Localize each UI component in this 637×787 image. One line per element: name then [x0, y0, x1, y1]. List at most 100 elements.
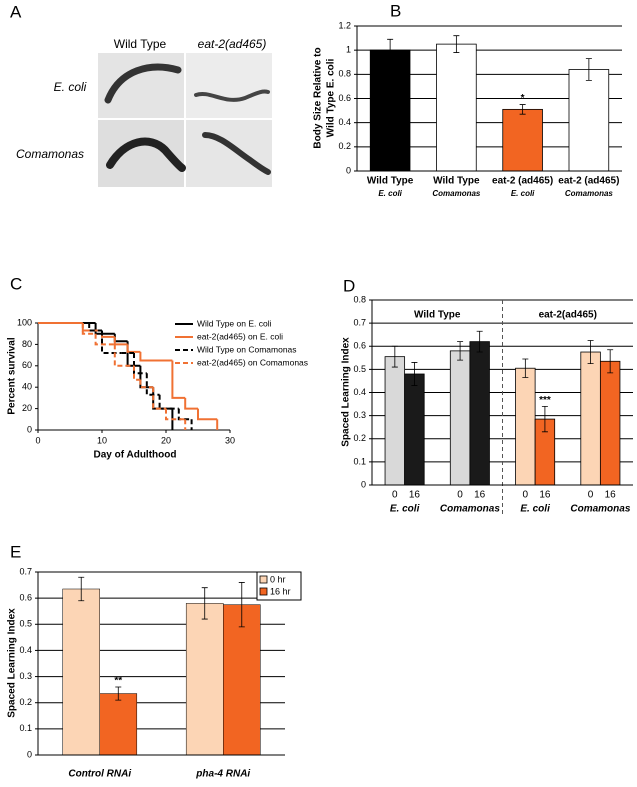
row-header: Comamonas — [16, 147, 84, 161]
bar — [62, 588, 100, 756]
chart-panel: D Spaced Learning Index 0 0.1 0.2 0.3 0.4 0.5 0.… — [341, 276, 633, 515]
section-label: eat-2(ad465) — [539, 310, 597, 321]
y-tick-label: 0.1 — [19, 723, 32, 733]
significance-label: ** — [114, 676, 122, 687]
panel-letter: C — [10, 274, 22, 293]
panel-a: A Wild Type eat-2(ad465) E. coli Comamon… — [10, 2, 272, 187]
worm — [202, 132, 271, 175]
survival-step — [152, 387, 173, 410]
legend-label: eat-2(ad465) on E. coli — [197, 331, 283, 341]
error-bar — [201, 587, 208, 620]
panel-letter: A — [10, 2, 22, 21]
bar — [369, 49, 411, 172]
survival-step — [113, 333, 128, 343]
survival-step — [94, 333, 115, 346]
survival-step — [133, 352, 147, 375]
y-tick-label: 0.4 — [353, 387, 366, 397]
legend-label: eat-2(ad465) on Comamonas — [197, 357, 308, 367]
error-bar — [607, 349, 614, 374]
x-tick-label: Control RNAi — [68, 769, 131, 780]
bar — [223, 604, 261, 756]
bar — [449, 350, 471, 486]
x-axis-label: Day of Adulthood — [94, 450, 177, 461]
error-bar — [522, 358, 529, 378]
y-tick-label: 0.3 — [353, 410, 366, 420]
x-tick-label: pha-4 RNAi — [195, 769, 250, 780]
x-tick-label: 30 — [225, 435, 235, 445]
legend-label: Wild Type on E. coli — [197, 318, 272, 328]
section-label: Wild Type — [414, 310, 461, 321]
error-bar — [519, 104, 526, 115]
y-tick-label: 100 — [17, 317, 32, 327]
x-tick-label: 0 — [457, 490, 463, 501]
bar — [515, 367, 536, 486]
worm — [194, 89, 270, 102]
survival-step — [94, 323, 115, 335]
panel-letter: B — [390, 1, 401, 20]
error-bar — [238, 582, 245, 628]
y-tick-label: 0.5 — [19, 619, 32, 629]
bar — [469, 341, 490, 486]
survival-step — [165, 408, 186, 421]
bar — [568, 69, 610, 172]
chart-panel: E Spaced Learning Index 0 0.1 0.2 0.3 0.4 0.5 0.… — [7, 542, 302, 780]
y-tick-label: 40 — [22, 382, 32, 392]
y-tick-label: 0.4 — [19, 645, 32, 655]
column-header: eat-2(ad465) — [198, 37, 267, 51]
error-bar — [476, 330, 483, 353]
y-tick-label: 0.6 — [19, 593, 32, 603]
error-bar — [391, 345, 398, 368]
bar — [404, 373, 425, 486]
bar — [580, 351, 601, 486]
survival-step — [171, 360, 186, 399]
survival-step — [88, 323, 102, 332]
panel-letter: D — [343, 276, 355, 295]
x-subcategory-label: Comamonas — [432, 189, 481, 198]
x-tick-label: 16 — [539, 490, 551, 501]
bar — [185, 603, 224, 756]
x-tick-label: 16 — [409, 490, 421, 501]
y-axis-label: Percent survival — [7, 337, 18, 414]
survival-step — [113, 344, 134, 367]
worm — [106, 137, 186, 172]
x-subcategory-label: E. coli — [378, 189, 402, 198]
survival-step — [81, 323, 96, 335]
error-bar — [387, 38, 394, 62]
survival-step — [139, 351, 173, 362]
x-tick-label: 0 — [392, 490, 398, 501]
survival-step — [184, 397, 198, 410]
error-bar — [115, 686, 122, 701]
worm — [104, 63, 182, 104]
legend-swatch — [259, 575, 268, 584]
row-header: E. coli — [54, 80, 87, 94]
x-tick-label: 10 — [97, 435, 107, 445]
y-tick-label: 80 — [22, 339, 32, 349]
x-tick-label: 20 — [161, 435, 171, 445]
y-tick-label: 0.7 — [353, 318, 366, 328]
legend-label: 16 hr — [270, 586, 291, 596]
error-bar — [585, 58, 592, 81]
y-tick-label: 0.6 — [353, 341, 366, 351]
legend-label: 0 hr — [270, 574, 286, 584]
y-tick-label: 0.7 — [19, 566, 32, 576]
x-tick-label: 0 — [523, 490, 529, 501]
y-axis-label: Spaced Learning Index — [7, 608, 18, 718]
survival-step — [177, 408, 192, 421]
bar — [502, 108, 543, 172]
chart-panel: C Percent survival 0 20 40 60 80 100 0 10 20 30 Day … — [7, 274, 308, 460]
panel-letter: E — [10, 542, 21, 561]
y-tick-label: 0 — [27, 749, 32, 759]
x-subcategory-label: Comamonas — [565, 189, 614, 198]
survival-step — [81, 323, 102, 332]
y-tick-label: 0.5 — [353, 364, 366, 374]
y-tick-label: 1.2 — [338, 20, 351, 30]
bar — [99, 693, 138, 756]
error-bar — [411, 362, 418, 386]
group-label: E. coli — [390, 504, 420, 515]
y-tick-label: 0.8 — [338, 69, 351, 79]
error-bar — [541, 405, 548, 433]
error-bar — [453, 35, 460, 53]
x-tick-label: 16 — [605, 490, 617, 501]
bar — [384, 356, 406, 486]
